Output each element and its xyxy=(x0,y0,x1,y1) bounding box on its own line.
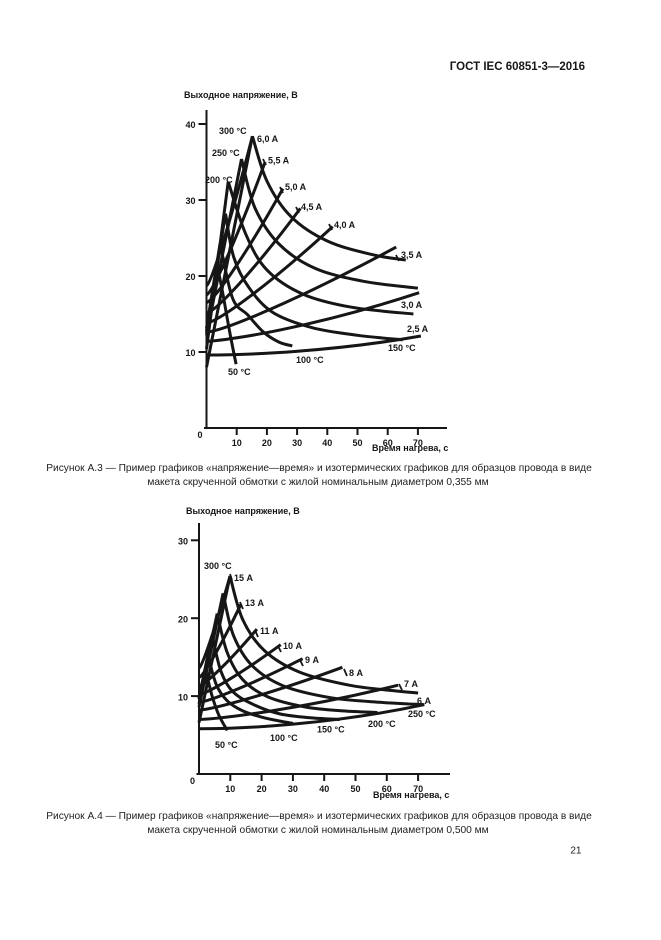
svg-text:300 °C: 300 °C xyxy=(204,561,232,571)
svg-text:6 А: 6 А xyxy=(417,696,432,706)
svg-text:30: 30 xyxy=(292,438,302,448)
svg-text:7 А: 7 А xyxy=(404,679,419,689)
svg-text:10: 10 xyxy=(178,692,188,702)
svg-text:200 °C: 200 °C xyxy=(368,719,396,729)
svg-text:30: 30 xyxy=(178,537,188,547)
svg-text:300 °C: 300 °C xyxy=(219,126,247,136)
svg-text:4,5 A: 4,5 A xyxy=(301,202,323,212)
svg-text:100 °C: 100 °C xyxy=(270,733,298,743)
svg-text:11 А: 11 А xyxy=(260,626,279,636)
svg-text:10: 10 xyxy=(232,438,242,448)
svg-text:13 А: 13 А xyxy=(245,598,265,608)
svg-text:70: 70 xyxy=(413,784,423,794)
svg-text:2,5 A: 2,5 A xyxy=(407,324,429,334)
svg-text:50 °C: 50 °C xyxy=(215,740,238,750)
svg-text:ГОСТ IEC 60851-3—2016: ГОСТ IEC 60851-3—2016 xyxy=(450,61,585,73)
svg-text:8 А: 8 А xyxy=(349,668,364,678)
svg-text:0: 0 xyxy=(197,430,202,440)
svg-text:10: 10 xyxy=(185,348,195,358)
svg-text:70: 70 xyxy=(413,438,423,448)
svg-text:60: 60 xyxy=(382,784,392,794)
svg-text:20: 20 xyxy=(257,784,267,794)
svg-text:100 °C: 100 °C xyxy=(296,355,324,365)
svg-text:150 °C: 150 °C xyxy=(388,343,416,353)
svg-text:3,0 A: 3,0 A xyxy=(401,300,423,310)
svg-text:3,5 A: 3,5 A xyxy=(401,250,423,260)
svg-text:0: 0 xyxy=(190,776,195,786)
svg-text:Рисунок А.4 — Пример графиков: Рисунок А.4 — Пример графиков «напряжени… xyxy=(46,810,592,822)
svg-text:5,0 A: 5,0 A xyxy=(285,182,307,192)
svg-text:9 А: 9 А xyxy=(305,655,320,665)
svg-text:60: 60 xyxy=(383,438,393,448)
svg-text:15 А: 15 А xyxy=(234,573,254,583)
svg-text:250 °C: 250 °C xyxy=(212,148,240,158)
svg-text:10: 10 xyxy=(225,784,235,794)
svg-text:50: 50 xyxy=(350,784,360,794)
svg-text:10 А: 10 А xyxy=(283,641,303,651)
svg-text:макета скрученной обмотки с жи: макета скрученной обмотки с жилой номина… xyxy=(147,824,488,836)
svg-text:250 °C: 250 °C xyxy=(408,709,436,719)
svg-text:4,0 A: 4,0 A xyxy=(334,220,356,230)
svg-text:20: 20 xyxy=(185,272,195,282)
svg-text:Выходное напряжение, В: Выходное напряжение, В xyxy=(186,506,300,516)
svg-text:макета скрученной обмотки с жи: макета скрученной обмотки с жилой номина… xyxy=(147,476,488,488)
svg-text:30: 30 xyxy=(185,196,195,206)
svg-text:Время нагрева, с: Время нагрева, с xyxy=(372,443,448,453)
svg-text:Рисунок А.3 — Пример графиков: Рисунок А.3 — Пример графиков «напряжени… xyxy=(46,462,592,474)
svg-text:6,0 A: 6,0 A xyxy=(257,134,279,144)
svg-text:30: 30 xyxy=(288,784,298,794)
svg-text:200 °C: 200 °C xyxy=(205,175,233,185)
svg-text:Выходное напряжение, В: Выходное напряжение, В xyxy=(184,90,298,100)
svg-text:5,5 A: 5,5 A xyxy=(268,156,290,166)
svg-text:Время нагрева, с: Время нагрева, с xyxy=(373,790,449,800)
svg-text:20: 20 xyxy=(178,614,188,624)
svg-text:150 °C: 150 °C xyxy=(317,725,345,735)
svg-text:20: 20 xyxy=(262,438,272,448)
svg-text:21: 21 xyxy=(570,846,582,857)
svg-text:40: 40 xyxy=(322,438,332,448)
svg-text:50: 50 xyxy=(352,438,362,448)
svg-text:50 °C: 50 °C xyxy=(228,367,251,377)
svg-text:40: 40 xyxy=(185,120,195,130)
svg-text:40: 40 xyxy=(319,784,329,794)
